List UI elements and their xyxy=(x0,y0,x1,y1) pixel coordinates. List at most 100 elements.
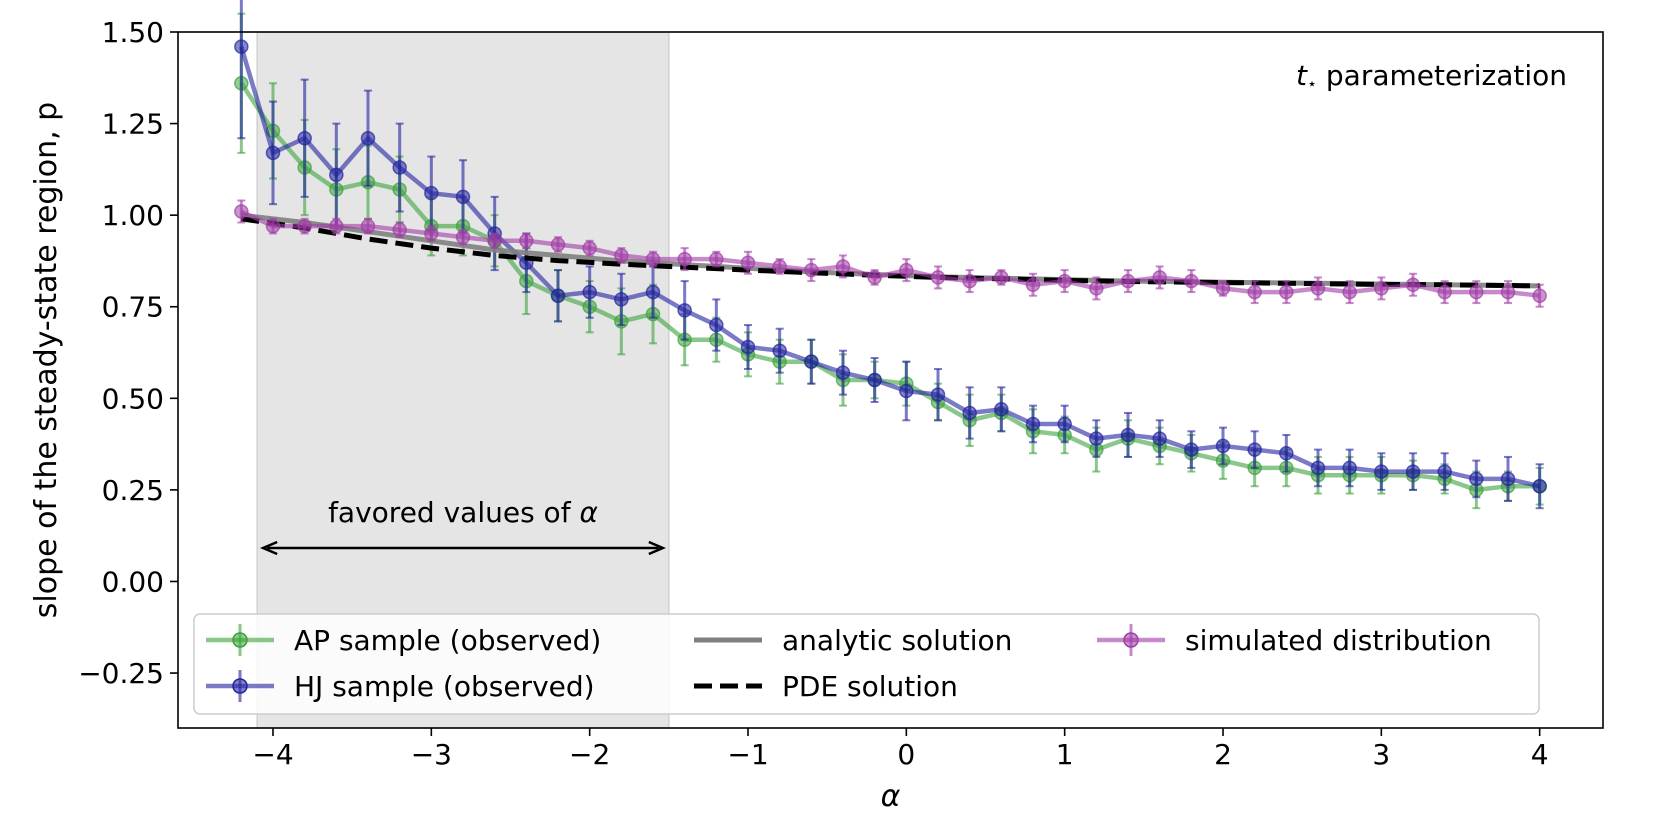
y-tick-label: −0.25 xyxy=(78,657,164,690)
data-point xyxy=(297,130,312,146)
data-point xyxy=(1500,284,1516,300)
legend-label: AP sample (observed) xyxy=(294,624,601,657)
legend-entry: simulated distribution xyxy=(1097,624,1492,657)
data-point xyxy=(804,354,819,369)
data-point xyxy=(234,39,249,54)
data-point xyxy=(1279,284,1294,300)
y-tick-label: 1.00 xyxy=(102,199,164,232)
data-point xyxy=(930,387,946,402)
y-tick-label: 0.00 xyxy=(102,565,164,598)
data-point xyxy=(424,226,439,241)
favored-symbol: α xyxy=(579,496,598,529)
y-tick-label: 0.50 xyxy=(102,382,164,415)
data-point xyxy=(645,284,661,300)
x-tick-label: −2 xyxy=(569,738,610,771)
data-point xyxy=(392,160,407,175)
data-point xyxy=(1120,427,1136,443)
data-point xyxy=(740,255,756,271)
data-point xyxy=(1469,284,1484,300)
data-point xyxy=(772,259,787,274)
legend-label: HJ sample (observed) xyxy=(294,670,595,703)
data-point xyxy=(994,270,1009,285)
series-simulated-distribution xyxy=(234,199,1547,308)
data-point xyxy=(1120,273,1136,289)
data-point xyxy=(1500,471,1516,487)
x-tick-label: 3 xyxy=(1372,738,1390,771)
data-point xyxy=(297,218,312,234)
data-point xyxy=(772,343,787,358)
data-point xyxy=(1057,273,1072,289)
data-point xyxy=(1469,471,1484,487)
x-tick-label: −3 xyxy=(411,738,452,771)
data-point xyxy=(582,240,597,256)
data-point xyxy=(709,251,724,267)
x-tick-label: 0 xyxy=(897,738,915,771)
data-point xyxy=(835,365,851,380)
data-point xyxy=(1025,416,1041,432)
data-point xyxy=(1342,284,1357,300)
data-point xyxy=(994,402,1009,417)
data-point xyxy=(265,145,281,161)
param-subscript: ⋆ xyxy=(1307,74,1317,93)
x-tick-label: 2 xyxy=(1214,738,1232,771)
data-point xyxy=(899,262,914,278)
favored-arrow-left-head xyxy=(259,540,278,556)
favored-arrow-right-head xyxy=(648,540,667,556)
data-point xyxy=(1247,442,1262,457)
data-point xyxy=(1405,464,1421,479)
data-point xyxy=(329,218,344,234)
data-point xyxy=(360,218,376,234)
data-point xyxy=(899,383,914,399)
legend-entry: analytic solution xyxy=(694,624,1012,657)
data-point xyxy=(1215,281,1231,296)
data-point xyxy=(1247,284,1262,300)
param-symbol: t xyxy=(1296,59,1308,92)
legend-swatch-marker xyxy=(232,632,248,648)
legend-entry: AP sample (observed) xyxy=(206,624,601,657)
data-point xyxy=(1374,464,1389,479)
data-point xyxy=(962,273,977,289)
favored-region xyxy=(256,31,670,729)
data-point xyxy=(455,229,471,245)
data-point xyxy=(424,185,439,201)
legend-box xyxy=(193,613,1540,715)
series-hj-sample-observed- xyxy=(234,0,1547,510)
data-point xyxy=(1374,281,1389,296)
x-tick-label: 1 xyxy=(1056,738,1074,771)
data-point xyxy=(234,204,249,219)
data-point xyxy=(930,270,946,285)
data-point xyxy=(804,262,819,278)
favored-text: favored values of xyxy=(328,496,579,529)
data-point xyxy=(455,189,471,205)
pde-solution-line xyxy=(240,216,1540,289)
favored-values-label: favored values of α xyxy=(328,496,598,529)
data-point xyxy=(265,218,281,234)
data-point xyxy=(1152,270,1167,285)
legend-swatch-marker xyxy=(232,678,248,694)
data-point xyxy=(614,292,629,307)
y-axis-label: slope of the steady-state region, p xyxy=(29,102,64,618)
data-point xyxy=(1184,273,1199,289)
legend-entry: HJ sample (observed) xyxy=(206,670,595,703)
data-point xyxy=(677,303,692,318)
data-point xyxy=(360,130,376,146)
data-point xyxy=(1089,281,1104,296)
data-point xyxy=(1310,281,1326,296)
data-point xyxy=(1342,460,1357,476)
data-point xyxy=(1184,442,1199,457)
legend-entry: PDE solution xyxy=(694,670,958,703)
data-point xyxy=(1310,460,1326,476)
legend-label: simulated distribution xyxy=(1185,624,1492,657)
data-point xyxy=(1532,478,1547,494)
data-point xyxy=(1437,464,1452,479)
data-point xyxy=(835,259,851,274)
y-tick-label: 0.75 xyxy=(102,291,164,324)
y-tick-label: 0.25 xyxy=(102,474,164,507)
data-point xyxy=(677,251,692,267)
x-tick-label: −1 xyxy=(727,738,768,771)
data-point xyxy=(1215,438,1231,454)
plot-frame xyxy=(177,31,1604,729)
data-point xyxy=(550,237,566,252)
y-tick-label: 1.50 xyxy=(102,16,164,49)
